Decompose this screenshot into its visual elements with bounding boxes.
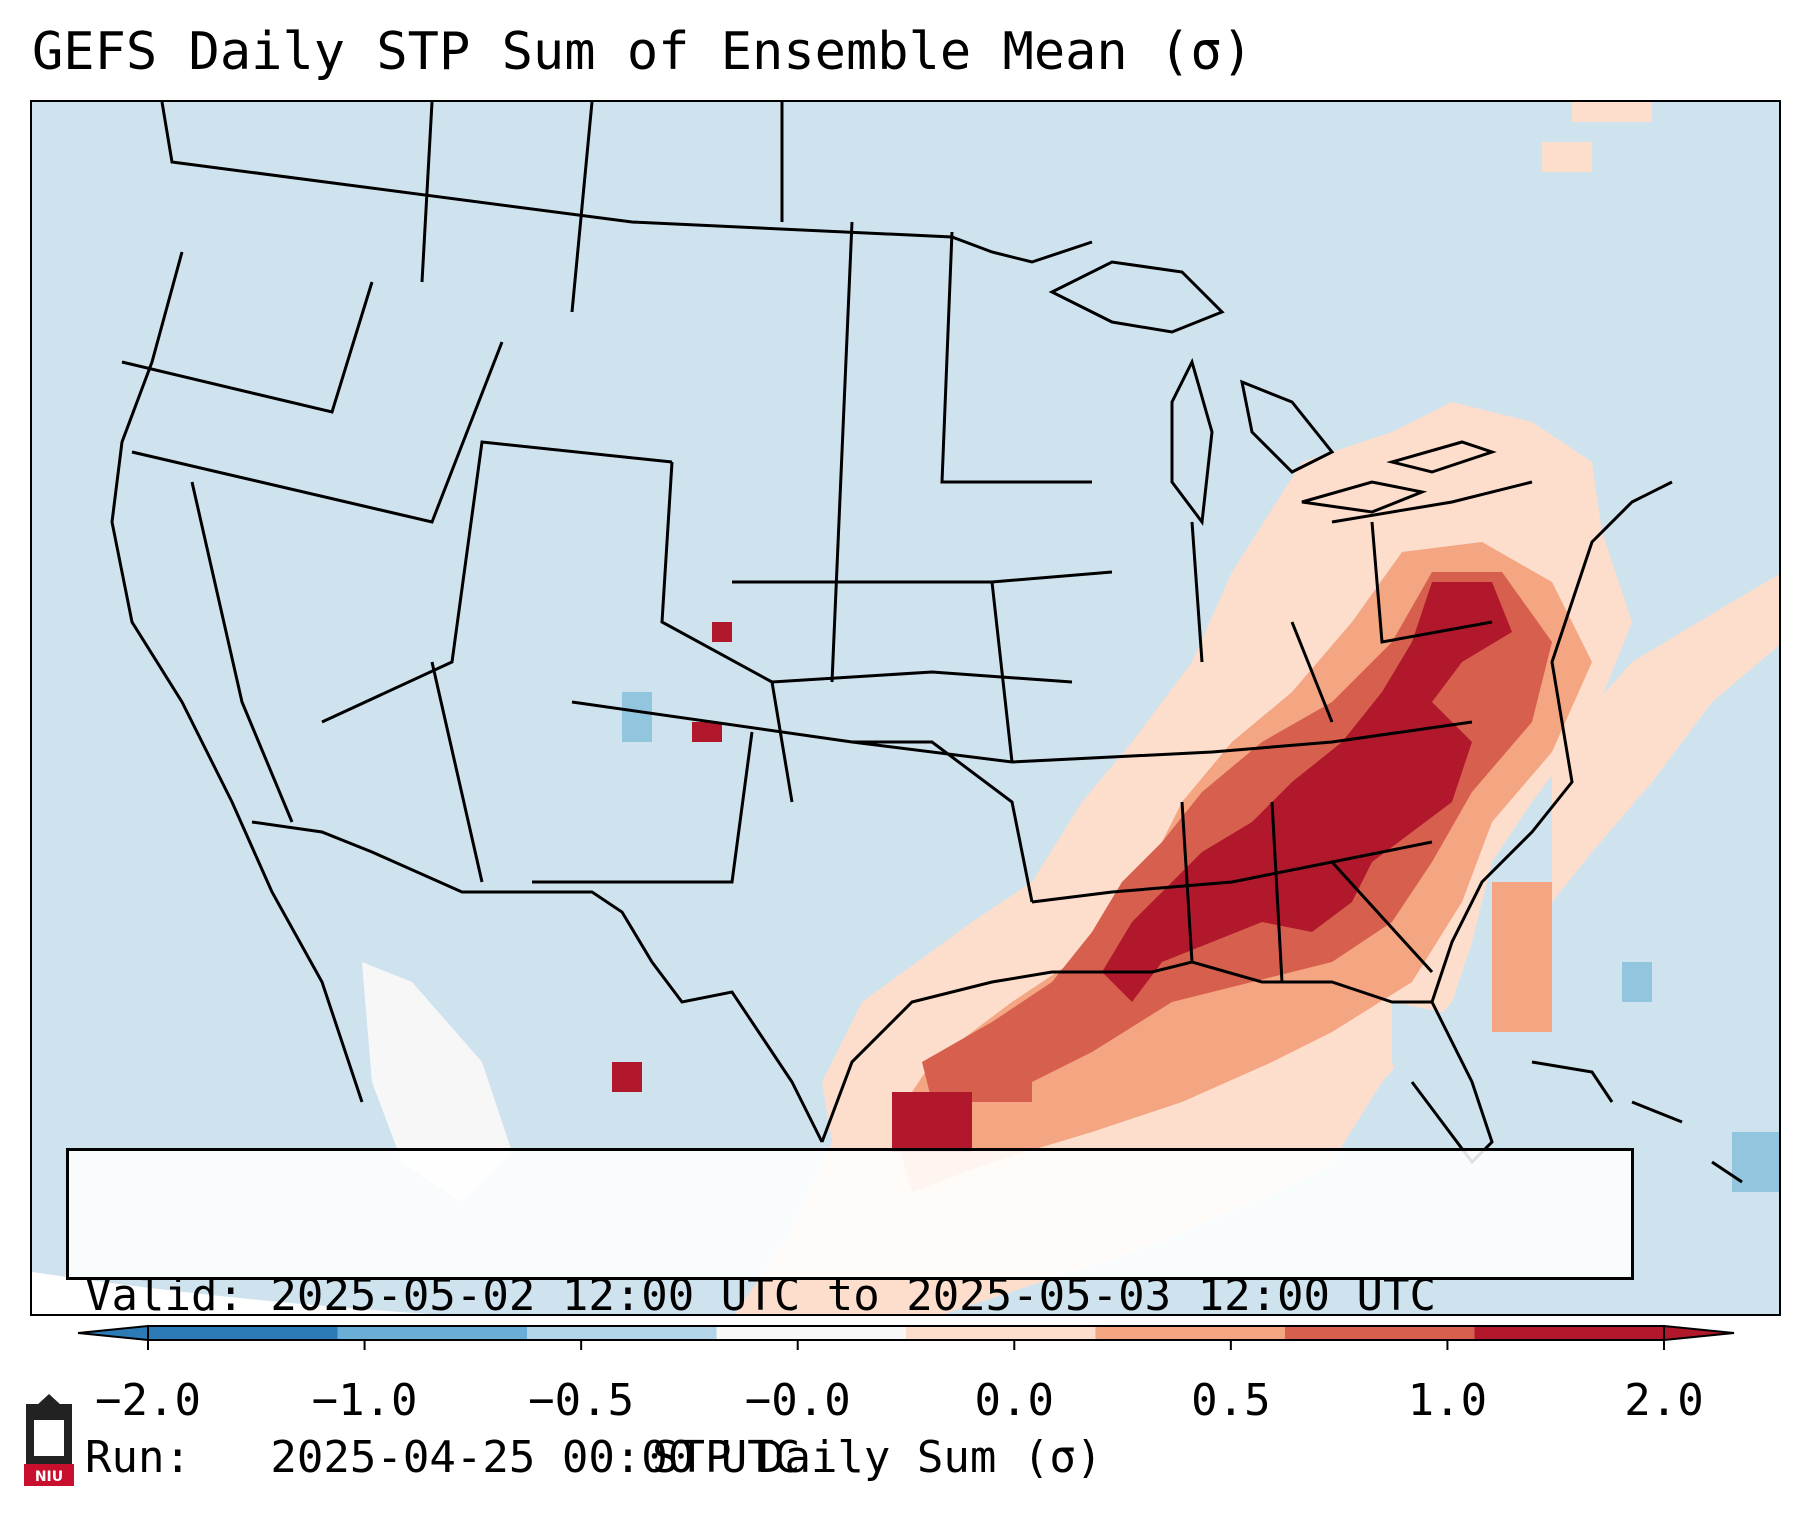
run-time-line: Run: 2025-04-25 00:00 UTC: [85, 1432, 801, 1483]
stp-offshore-patch: [1492, 882, 1552, 1032]
stp-ne-patch: [1572, 102, 1652, 122]
great-lakes: [1048, 260, 1497, 526]
stp-texas-coast: [892, 1092, 972, 1152]
map-canvas: [32, 102, 1779, 1314]
colorbar-tick-label-4: 0.0: [974, 1375, 1055, 1426]
stp-extreme-region: [1102, 582, 1512, 1002]
colorbar-tick-label-0: −2.0: [95, 1375, 201, 1426]
stp-atlantic-streak: [1552, 574, 1779, 902]
stp-co-dot: [692, 722, 722, 742]
valid-run-info-box: Valid: 2025-05-02 12:00 UTC to 2025-05-0…: [66, 1148, 1634, 1483]
state-borders: [110, 102, 1673, 1165]
caribbean-coast: [1531, 1060, 1743, 1184]
colorbar-extend-high: [1663, 1324, 1735, 1342]
stp-neg-dot: [622, 692, 652, 742]
domain-edge: [32, 1272, 430, 1314]
colorbar-tick-label-5: 0.5: [1191, 1375, 1271, 1426]
colorbar-tick-label-3: −0.0: [744, 1375, 851, 1426]
chart-title: GEFS Daily STP Sum of Ensemble Mean (σ): [32, 22, 1253, 82]
map-panel: [30, 100, 1781, 1316]
niu-logo-text: NIU: [35, 1469, 63, 1485]
stp-co-dot-2: [712, 622, 732, 642]
stp-field: [362, 102, 1779, 1314]
valid-time-line: Valid: 2025-05-02 12:00 UTC to 2025-05-0…: [85, 1270, 1437, 1321]
colorbar-tick-label-2: −0.5: [528, 1375, 635, 1426]
stp-neg-dot-3: [1732, 1132, 1779, 1192]
colorbar-tick-label-1: −1.0: [311, 1375, 418, 1426]
colorbar-tick-label-7: 2.0: [1624, 1375, 1704, 1426]
stp-texas-coast-2: [972, 1062, 1032, 1102]
stp-neg-dot-2: [1622, 962, 1652, 1002]
niu-logo: NIU: [24, 1394, 74, 1486]
colorbar-title: STP Daily Sum (σ): [652, 1432, 1103, 1483]
stp-ne-patch-2: [1542, 142, 1592, 172]
colorbar-tick-label-6: 1.0: [1407, 1375, 1488, 1426]
stp-sw-dot: [612, 1062, 642, 1092]
stp-mexico-white: [362, 962, 512, 1202]
